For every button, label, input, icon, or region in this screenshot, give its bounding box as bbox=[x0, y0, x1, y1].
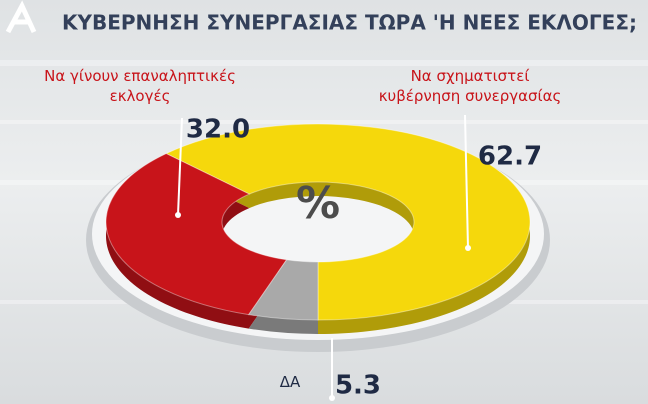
slice bbox=[247, 259, 319, 321]
logo bbox=[5, 0, 37, 34]
category-label: Να γίνουν επαναληπτικές εκλογές bbox=[44, 67, 236, 105]
leader-line bbox=[464, 114, 469, 249]
category-label: ΔΑ bbox=[279, 373, 301, 391]
leader-line bbox=[177, 117, 183, 216]
leader-dot bbox=[175, 212, 181, 218]
chart-title: ΚΥΒΕΡΝΗΣΗ ΣΥΝΕΡΓΑΣΙΑΣ ΤΩΡΑ 'Η ΝΕΕΣ ΕΚΛΟΓ… bbox=[62, 11, 637, 35]
value-label: 62.7 bbox=[478, 142, 542, 172]
value-label: 32.0 bbox=[186, 115, 250, 145]
leader-dot bbox=[465, 245, 471, 251]
center-label: % bbox=[296, 178, 340, 229]
slice bbox=[165, 123, 531, 321]
leader-dot bbox=[329, 395, 335, 401]
value-label: 5.3 bbox=[335, 371, 381, 401]
slice bbox=[105, 153, 288, 316]
category-label: Να σχηματιστεί κυβέρνηση συνεργασίας bbox=[378, 67, 562, 105]
